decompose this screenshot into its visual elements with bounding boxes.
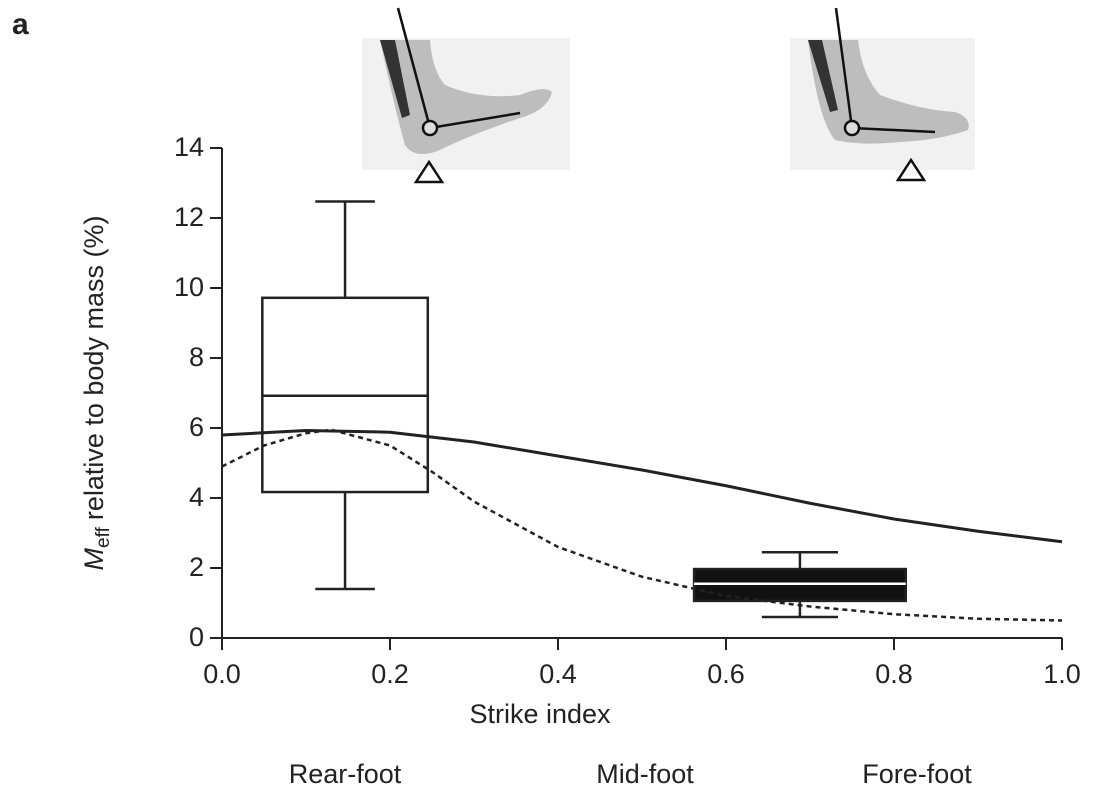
x-tick-label: 0.4 — [539, 659, 577, 689]
x-tick-label: 0.6 — [707, 659, 745, 689]
y-tick-label: 2 — [189, 552, 204, 582]
region-label: Rear-foot — [289, 759, 402, 789]
y-label-text: relative to body mass (%) — [79, 216, 109, 521]
y-tick-label: 10 — [174, 272, 204, 302]
y-label-subscript: eff — [93, 526, 114, 548]
y-label-symbol: M — [79, 547, 109, 570]
fore-foot-illustration — [790, 7, 975, 182]
panel-label: a — [12, 8, 29, 41]
rear-foot-illustration — [362, 7, 570, 184]
y-tick-label: 8 — [189, 342, 204, 372]
region-label: Fore-foot — [862, 759, 972, 789]
curve — [221, 428, 1063, 544]
y-tick-label: 12 — [174, 202, 204, 232]
y-tick-label: 0 — [189, 622, 204, 652]
x-axis-label: Strike index — [469, 699, 611, 729]
y-tick-label: 6 — [189, 412, 204, 442]
x-tick-label: 1.0 — [1043, 659, 1081, 689]
x-tick-label: 0.8 — [875, 659, 913, 689]
curve — [221, 428, 1063, 622]
region-label: Mid-foot — [596, 759, 694, 789]
y-axis-label: Meff relative to body mass (%) — [79, 216, 114, 571]
x-tick-label: 0.0 — [203, 659, 241, 689]
y-tick-label: 14 — [174, 132, 204, 162]
x-tick-label: 0.2 — [371, 659, 409, 689]
y-tick-label: 4 — [189, 482, 204, 512]
